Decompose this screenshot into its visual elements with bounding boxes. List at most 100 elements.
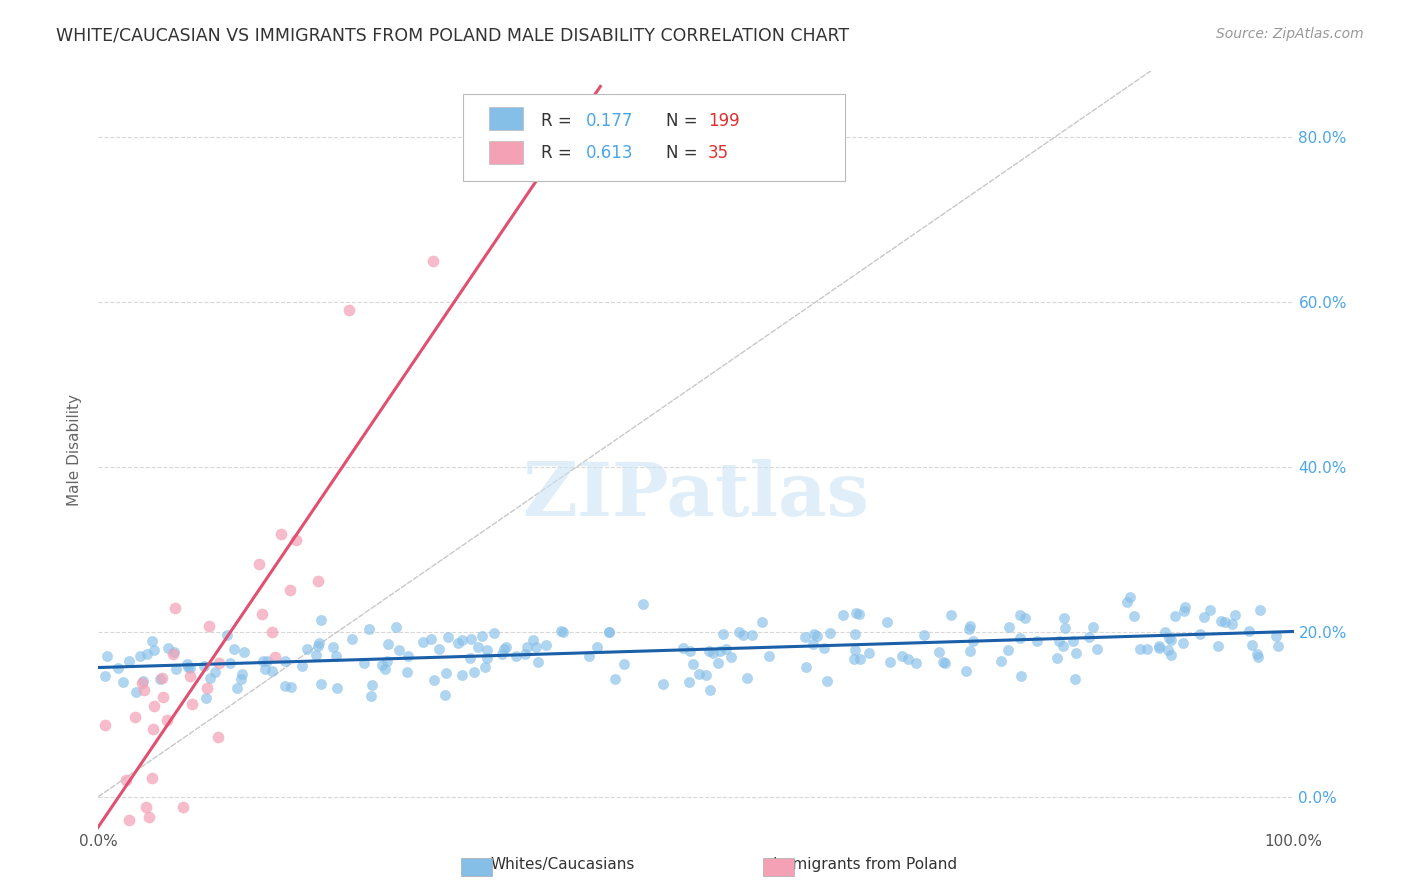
- Point: [149, 673, 172, 687]
- Point: [492, 641, 515, 656]
- Point: [311, 677, 333, 691]
- Point: [219, 656, 242, 670]
- Point: [793, 630, 815, 644]
- Point: [879, 655, 901, 669]
- Point: [436, 666, 458, 681]
- Point: [270, 527, 292, 541]
- Point: [436, 630, 458, 644]
- Point: [96, 649, 118, 664]
- Point: [128, 649, 150, 664]
- Point: [162, 648, 184, 662]
- Point: [1246, 647, 1268, 661]
- Point: [1249, 603, 1271, 617]
- Point: [905, 656, 928, 670]
- Point: [339, 303, 361, 318]
- Point: [818, 625, 841, 640]
- Point: [491, 647, 513, 661]
- Point: [711, 627, 734, 641]
- Point: [94, 669, 117, 683]
- Point: [163, 601, 186, 615]
- Point: [179, 661, 201, 675]
- Point: [94, 718, 117, 732]
- Point: [1157, 643, 1180, 657]
- Point: [876, 615, 898, 630]
- Point: [150, 671, 173, 685]
- Point: [307, 574, 329, 588]
- Point: [138, 810, 160, 824]
- Point: [702, 646, 724, 660]
- Point: [516, 640, 538, 654]
- Point: [254, 662, 277, 676]
- Point: [463, 665, 485, 679]
- Point: [939, 608, 962, 623]
- Point: [1047, 634, 1070, 648]
- Point: [1222, 617, 1244, 632]
- Point: [222, 642, 245, 657]
- Point: [195, 691, 218, 706]
- Text: 199: 199: [709, 112, 740, 129]
- Point: [225, 681, 247, 695]
- Point: [727, 624, 749, 639]
- Point: [451, 667, 474, 681]
- Point: [1267, 639, 1289, 653]
- Point: [395, 665, 418, 680]
- Text: R =: R =: [541, 145, 576, 162]
- Point: [803, 626, 825, 640]
- Point: [135, 800, 157, 814]
- Point: [550, 624, 572, 639]
- Point: [326, 681, 349, 695]
- Point: [231, 666, 253, 681]
- Point: [1198, 603, 1220, 617]
- Point: [412, 635, 434, 649]
- Text: N =: N =: [666, 112, 703, 129]
- Point: [1014, 611, 1036, 625]
- Point: [142, 699, 165, 714]
- Point: [176, 838, 198, 853]
- FancyBboxPatch shape: [489, 107, 523, 130]
- Point: [1010, 608, 1032, 623]
- Point: [460, 632, 482, 647]
- Point: [198, 671, 221, 685]
- Point: [714, 641, 737, 656]
- Point: [832, 607, 855, 622]
- Point: [1160, 648, 1182, 662]
- Point: [1241, 638, 1264, 652]
- Point: [307, 639, 329, 653]
- Point: [1053, 621, 1076, 635]
- Point: [524, 640, 547, 654]
- Point: [340, 632, 363, 646]
- Point: [295, 641, 318, 656]
- Point: [427, 642, 450, 657]
- Point: [815, 674, 838, 689]
- Point: [1265, 629, 1288, 643]
- Point: [801, 637, 824, 651]
- Point: [731, 627, 754, 641]
- Point: [1147, 640, 1170, 655]
- Point: [858, 646, 880, 660]
- Point: [311, 613, 333, 627]
- Point: [377, 654, 399, 668]
- Point: [1174, 599, 1197, 614]
- Point: [423, 673, 446, 688]
- Text: ZIPatlas: ZIPatlas: [523, 459, 869, 533]
- Point: [1053, 611, 1076, 625]
- Point: [231, 672, 253, 686]
- Text: Source: ZipAtlas.com: Source: ZipAtlas.com: [1216, 27, 1364, 41]
- Point: [447, 636, 470, 650]
- Point: [141, 771, 163, 785]
- Point: [1211, 615, 1233, 629]
- Point: [118, 654, 141, 668]
- Point: [813, 641, 835, 656]
- Point: [707, 656, 730, 670]
- Point: [1064, 646, 1087, 660]
- Point: [1052, 639, 1074, 653]
- Point: [741, 628, 763, 642]
- Point: [709, 644, 731, 658]
- Point: [598, 624, 620, 639]
- Point: [156, 640, 179, 655]
- Point: [377, 637, 399, 651]
- Point: [433, 689, 456, 703]
- Point: [959, 619, 981, 633]
- Point: [633, 597, 655, 611]
- Point: [845, 607, 868, 621]
